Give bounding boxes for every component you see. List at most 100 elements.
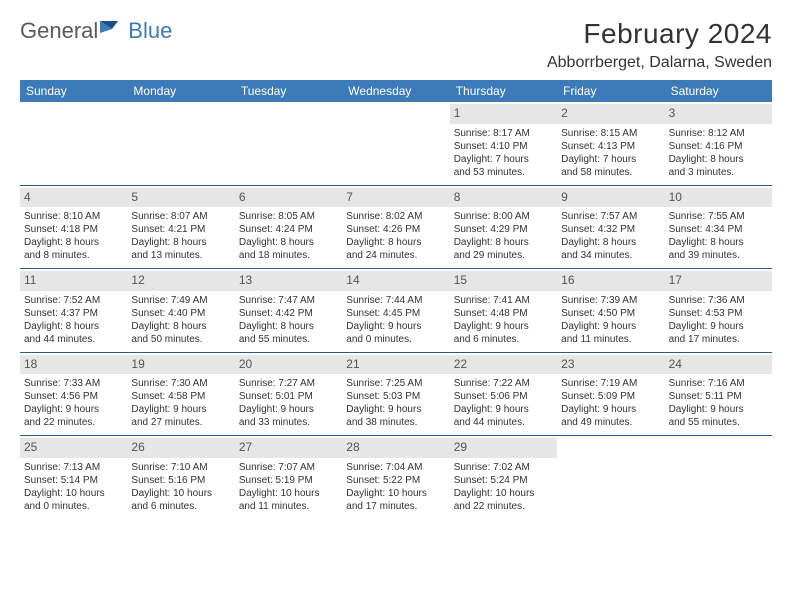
sunset-line: Sunset: 5:16 PM: [131, 474, 230, 487]
daylight-line-1: Daylight: 9 hours: [454, 320, 553, 333]
calendar-cell: [127, 102, 234, 185]
day-number: 5: [127, 188, 234, 208]
title-block: February 2024 Abborrberget, Dalarna, Swe…: [547, 18, 772, 72]
sunrise-line: Sunrise: 7:10 AM: [131, 461, 230, 474]
daylight-line-2: and 55 minutes.: [239, 333, 338, 346]
sunrise-line: Sunrise: 7:22 AM: [454, 377, 553, 390]
daylight-line-2: and 0 minutes.: [346, 333, 445, 346]
calendar-cell: 18Sunrise: 7:33 AMSunset: 4:56 PMDayligh…: [20, 353, 127, 436]
day-number: 8: [450, 188, 557, 208]
sunrise-line: Sunrise: 7:33 AM: [24, 377, 123, 390]
day-number: 3: [665, 104, 772, 124]
daylight-line-1: Daylight: 9 hours: [131, 403, 230, 416]
daylight-line-2: and 11 minutes.: [239, 500, 338, 513]
sunset-line: Sunset: 4:45 PM: [346, 307, 445, 320]
daylight-line-1: Daylight: 9 hours: [239, 403, 338, 416]
sunset-line: Sunset: 4:26 PM: [346, 223, 445, 236]
sunrise-line: Sunrise: 7:52 AM: [24, 294, 123, 307]
daylight-line-2: and 6 minutes.: [454, 333, 553, 346]
daylight-line-1: Daylight: 9 hours: [669, 320, 768, 333]
daylight-line-2: and 27 minutes.: [131, 416, 230, 429]
sunrise-line: Sunrise: 8:15 AM: [561, 127, 660, 140]
sunset-line: Sunset: 5:03 PM: [346, 390, 445, 403]
calendar-cell: [235, 102, 342, 185]
sunset-line: Sunset: 5:11 PM: [669, 390, 768, 403]
weekday-label: Monday: [127, 80, 234, 102]
sunrise-line: Sunrise: 7:02 AM: [454, 461, 553, 474]
day-number: 6: [235, 188, 342, 208]
daylight-line-1: Daylight: 8 hours: [24, 320, 123, 333]
calendar-cell: 21Sunrise: 7:25 AMSunset: 5:03 PMDayligh…: [342, 353, 449, 436]
daylight-line-1: Daylight: 8 hours: [454, 236, 553, 249]
daylight-line-1: Daylight: 7 hours: [454, 153, 553, 166]
calendar-cell: [342, 102, 449, 185]
calendar-cell: 16Sunrise: 7:39 AMSunset: 4:50 PMDayligh…: [557, 269, 664, 352]
daylight-line-1: Daylight: 8 hours: [561, 236, 660, 249]
daylight-line-1: Daylight: 9 hours: [669, 403, 768, 416]
daylight-line-1: Daylight: 9 hours: [561, 403, 660, 416]
calendar-cell: 19Sunrise: 7:30 AMSunset: 4:58 PMDayligh…: [127, 353, 234, 436]
day-number: 10: [665, 188, 772, 208]
calendar-cell: 10Sunrise: 7:55 AMSunset: 4:34 PMDayligh…: [665, 186, 772, 269]
day-number: 20: [235, 355, 342, 375]
day-number: 24: [665, 355, 772, 375]
calendar-cell: 26Sunrise: 7:10 AMSunset: 5:16 PMDayligh…: [127, 436, 234, 519]
sunset-line: Sunset: 4:56 PM: [24, 390, 123, 403]
calendar-cell: 9Sunrise: 7:57 AMSunset: 4:32 PMDaylight…: [557, 186, 664, 269]
calendar-cell: 28Sunrise: 7:04 AMSunset: 5:22 PMDayligh…: [342, 436, 449, 519]
daylight-line-1: Daylight: 8 hours: [131, 320, 230, 333]
calendar-cell: 27Sunrise: 7:07 AMSunset: 5:19 PMDayligh…: [235, 436, 342, 519]
daylight-line-2: and 13 minutes.: [131, 249, 230, 262]
daylight-line-2: and 29 minutes.: [454, 249, 553, 262]
daylight-line-2: and 55 minutes.: [669, 416, 768, 429]
day-number: 29: [450, 438, 557, 458]
daylight-line-1: Daylight: 8 hours: [24, 236, 123, 249]
day-number: 2: [557, 104, 664, 124]
calendar-cell: 1Sunrise: 8:17 AMSunset: 4:10 PMDaylight…: [450, 102, 557, 185]
day-number: 18: [20, 355, 127, 375]
sunset-line: Sunset: 4:18 PM: [24, 223, 123, 236]
sunrise-line: Sunrise: 8:07 AM: [131, 210, 230, 223]
daylight-line-2: and 44 minutes.: [24, 333, 123, 346]
calendar-cell: 29Sunrise: 7:02 AMSunset: 5:24 PMDayligh…: [450, 436, 557, 519]
daylight-line-1: Daylight: 8 hours: [131, 236, 230, 249]
weekday-label: Saturday: [665, 80, 772, 102]
sunrise-line: Sunrise: 8:12 AM: [669, 127, 768, 140]
sunset-line: Sunset: 4:58 PM: [131, 390, 230, 403]
sunset-line: Sunset: 4:29 PM: [454, 223, 553, 236]
weekday-label: Thursday: [450, 80, 557, 102]
daylight-line-1: Daylight: 8 hours: [239, 320, 338, 333]
day-number: 17: [665, 271, 772, 291]
daylight-line-1: Daylight: 9 hours: [346, 320, 445, 333]
sunrise-line: Sunrise: 7:44 AM: [346, 294, 445, 307]
sunset-line: Sunset: 5:19 PM: [239, 474, 338, 487]
day-number: 19: [127, 355, 234, 375]
daylight-line-1: Daylight: 9 hours: [561, 320, 660, 333]
sunrise-line: Sunrise: 7:55 AM: [669, 210, 768, 223]
day-number: 15: [450, 271, 557, 291]
calendar-cell: [20, 102, 127, 185]
daylight-line-2: and 53 minutes.: [454, 166, 553, 179]
sunrise-line: Sunrise: 7:13 AM: [24, 461, 123, 474]
flag-icon: [100, 19, 126, 44]
daylight-line-2: and 18 minutes.: [239, 249, 338, 262]
calendar-cell: 24Sunrise: 7:16 AMSunset: 5:11 PMDayligh…: [665, 353, 772, 436]
weekday-label: Tuesday: [235, 80, 342, 102]
daylight-line-2: and 38 minutes.: [346, 416, 445, 429]
calendar-cell: 13Sunrise: 7:47 AMSunset: 4:42 PMDayligh…: [235, 269, 342, 352]
sunrise-line: Sunrise: 7:04 AM: [346, 461, 445, 474]
day-number: 7: [342, 188, 449, 208]
daylight-line-2: and 0 minutes.: [24, 500, 123, 513]
daylight-line-1: Daylight: 9 hours: [454, 403, 553, 416]
day-number: 13: [235, 271, 342, 291]
daylight-line-1: Daylight: 10 hours: [454, 487, 553, 500]
sunset-line: Sunset: 5:14 PM: [24, 474, 123, 487]
calendar-cell: 23Sunrise: 7:19 AMSunset: 5:09 PMDayligh…: [557, 353, 664, 436]
calendar-cell: 2Sunrise: 8:15 AMSunset: 4:13 PMDaylight…: [557, 102, 664, 185]
daylight-line-2: and 33 minutes.: [239, 416, 338, 429]
sunset-line: Sunset: 4:53 PM: [669, 307, 768, 320]
daylight-line-1: Daylight: 10 hours: [131, 487, 230, 500]
day-number: 9: [557, 188, 664, 208]
logo: General Blue: [20, 18, 172, 44]
calendar-cell: 11Sunrise: 7:52 AMSunset: 4:37 PMDayligh…: [20, 269, 127, 352]
